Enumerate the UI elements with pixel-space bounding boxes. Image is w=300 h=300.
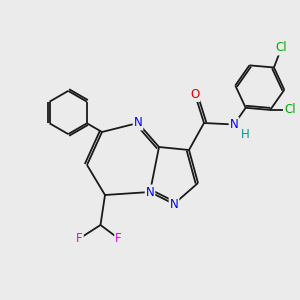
Text: Cl: Cl xyxy=(276,41,287,55)
Text: N: N xyxy=(146,185,154,199)
Text: O: O xyxy=(190,88,200,101)
Text: N: N xyxy=(134,116,142,130)
Text: N: N xyxy=(230,118,238,131)
Text: N: N xyxy=(169,197,178,211)
Text: F: F xyxy=(115,232,122,245)
Text: F: F xyxy=(76,232,83,245)
Text: Cl: Cl xyxy=(284,103,296,116)
Text: H: H xyxy=(241,128,250,142)
